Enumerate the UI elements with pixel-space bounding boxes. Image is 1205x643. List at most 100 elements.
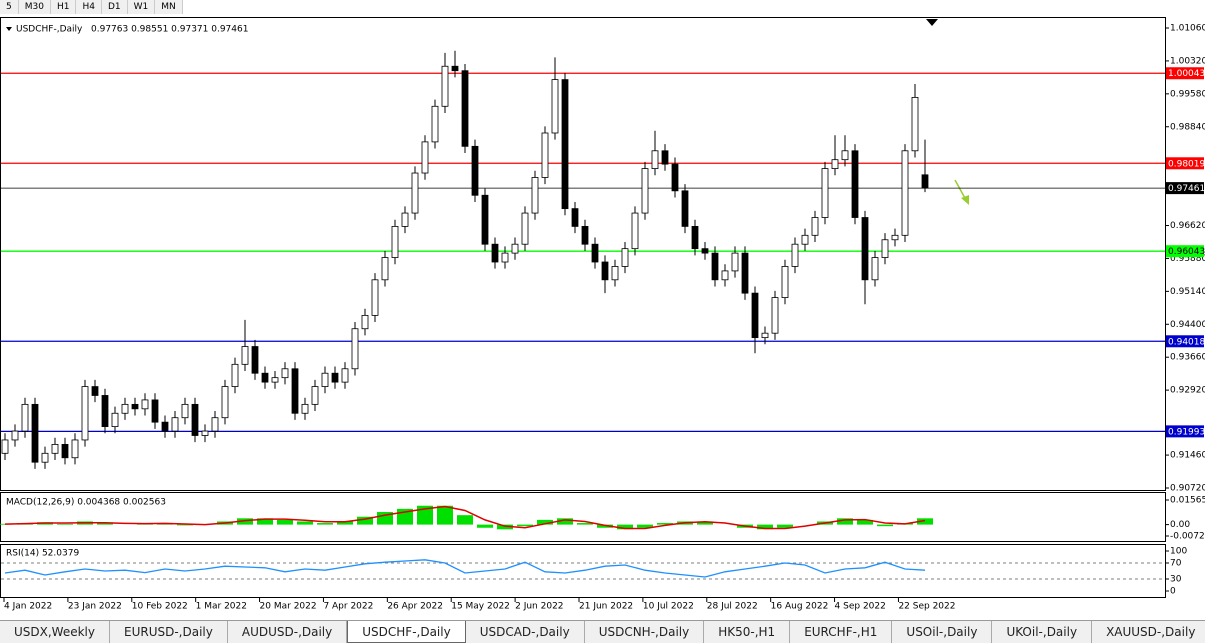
main-panel xyxy=(0,17,1166,491)
y-tick-label: 0.92920 xyxy=(1170,386,1205,396)
macd-bar xyxy=(537,519,553,525)
y-tick-label: 0.94400 xyxy=(1170,320,1205,330)
candle-body xyxy=(261,372,269,383)
x-tick-label: 22 Sep 2022 xyxy=(898,602,955,612)
candle-body xyxy=(621,248,629,267)
level-label: 0.98019 xyxy=(1168,159,1205,169)
macd-bar xyxy=(617,524,633,530)
x-tick-label: 21 Jun 2022 xyxy=(579,602,633,612)
y-tick-label: 0.95140 xyxy=(1170,287,1205,297)
chart-tab[interactable]: USDCNH-,Daily xyxy=(585,621,705,643)
candle-body xyxy=(881,239,889,258)
arrow xyxy=(954,179,967,201)
x-tick-label: 15 May 2022 xyxy=(451,602,510,612)
chart-tabs: USDX,Weekly EURUSD-,Daily AUDUSD-,Daily USD… xyxy=(0,620,1205,643)
chart-tab[interactable]: USDCHF-,Daily xyxy=(347,621,466,643)
macd-bar xyxy=(277,519,293,525)
candle-body xyxy=(331,372,339,383)
macd-bar xyxy=(557,518,573,525)
candle-body xyxy=(471,145,479,196)
chart-tab[interactable]: UKOil-,Daily xyxy=(992,621,1093,643)
candle-body xyxy=(221,386,229,419)
candle-body xyxy=(191,403,199,436)
candle-body xyxy=(411,172,419,214)
chart-tab[interactable]: AUDUSD-,Daily xyxy=(228,621,348,643)
candle-body xyxy=(401,212,409,227)
candle-body xyxy=(101,395,109,428)
x-tick-label: 1 Mar 2022 xyxy=(196,602,247,612)
candle-body xyxy=(871,257,879,281)
chart-tab[interactable]: HK50-,H1 xyxy=(704,621,791,643)
candle-body xyxy=(841,150,849,161)
candle-body xyxy=(541,132,549,178)
candle-body xyxy=(921,174,929,189)
macd-bar xyxy=(697,521,713,525)
candle-body xyxy=(51,444,59,454)
candle-body xyxy=(301,403,309,414)
candle-body xyxy=(561,79,569,210)
timeframe-button[interactable]: MN xyxy=(155,0,183,14)
y-tick-label: 0.01565 xyxy=(1170,496,1205,506)
chart-tab[interactable]: USOil-,Daily xyxy=(892,621,993,643)
candle-body xyxy=(611,266,619,281)
timeframe-button[interactable]: D1 xyxy=(102,0,128,14)
candle-body xyxy=(791,243,799,267)
level-label: 0.91993 xyxy=(1168,427,1205,437)
candle-body xyxy=(371,279,379,316)
timeframe-button[interactable]: H4 xyxy=(76,0,102,14)
candle-body xyxy=(251,346,259,374)
chart-tab[interactable]: USDX,Weekly xyxy=(0,621,110,643)
macd-bar xyxy=(517,524,533,527)
macd-bar xyxy=(577,523,593,525)
candle-body xyxy=(351,328,359,370)
timeframe-bar: 5 M30 H1 H4 D1 W1 MN xyxy=(0,0,183,14)
candle-body xyxy=(671,163,679,192)
x-tick-label: 26 Apr 2022 xyxy=(387,602,443,612)
y-tick-label: 70 xyxy=(1170,559,1182,569)
candle-body xyxy=(581,226,589,245)
signal-line xyxy=(4,505,926,530)
x-tick-label: 4 Sep 2022 xyxy=(835,602,886,612)
macd-title: MACD(12,26,9) 0.004368 0.002563 xyxy=(6,498,166,508)
candle-body xyxy=(121,403,129,414)
candle-body xyxy=(491,243,499,263)
candle-body xyxy=(71,439,79,459)
candle-body xyxy=(131,403,139,410)
timeframe-button[interactable]: W1 xyxy=(128,0,156,14)
menu-arrow xyxy=(6,27,12,31)
macd-bar xyxy=(857,519,873,525)
x-tick-label: 20 Mar 2022 xyxy=(260,602,317,612)
chart-tab[interactable]: USDCAD-,Daily xyxy=(466,621,585,643)
timeframe-button[interactable]: H1 xyxy=(51,0,77,14)
macd-bar xyxy=(97,523,113,525)
candle-body xyxy=(691,226,699,250)
candle-body xyxy=(461,70,469,147)
timeframe-button[interactable]: 5 xyxy=(0,0,19,14)
candle-body xyxy=(451,65,459,72)
candle-body xyxy=(661,150,669,165)
chart-tab[interactable]: XAUUSD-,Daily xyxy=(1092,621,1205,643)
macd-bar xyxy=(57,523,73,525)
macd-bar xyxy=(337,521,353,525)
macd-bar xyxy=(297,521,313,525)
timeframe-button[interactable]: M30 xyxy=(19,0,51,14)
candle-body xyxy=(481,194,489,245)
candle-body xyxy=(161,421,169,432)
candle-body xyxy=(31,403,39,463)
y-tick-label: 1.00320 xyxy=(1170,56,1205,66)
candle-body xyxy=(801,234,809,245)
macd-panel xyxy=(0,492,1166,542)
candle-body xyxy=(571,208,579,227)
chart-window: USDCHF-,Daily 0.97763 0.98551 0.97371 0.… xyxy=(0,17,1205,612)
rsi-panel xyxy=(0,544,1166,598)
candle-body xyxy=(761,332,769,339)
chart-tab[interactable]: EURUSD-,Daily xyxy=(110,621,228,643)
chart-tab[interactable]: EURCHF-,H1 xyxy=(790,621,893,643)
macd-bar xyxy=(457,515,473,525)
candle-body xyxy=(41,452,49,463)
candle-body xyxy=(721,270,729,281)
candle-body xyxy=(11,430,19,441)
y-tick-label: 0.96620 xyxy=(1170,221,1205,231)
candle-body xyxy=(281,368,289,379)
